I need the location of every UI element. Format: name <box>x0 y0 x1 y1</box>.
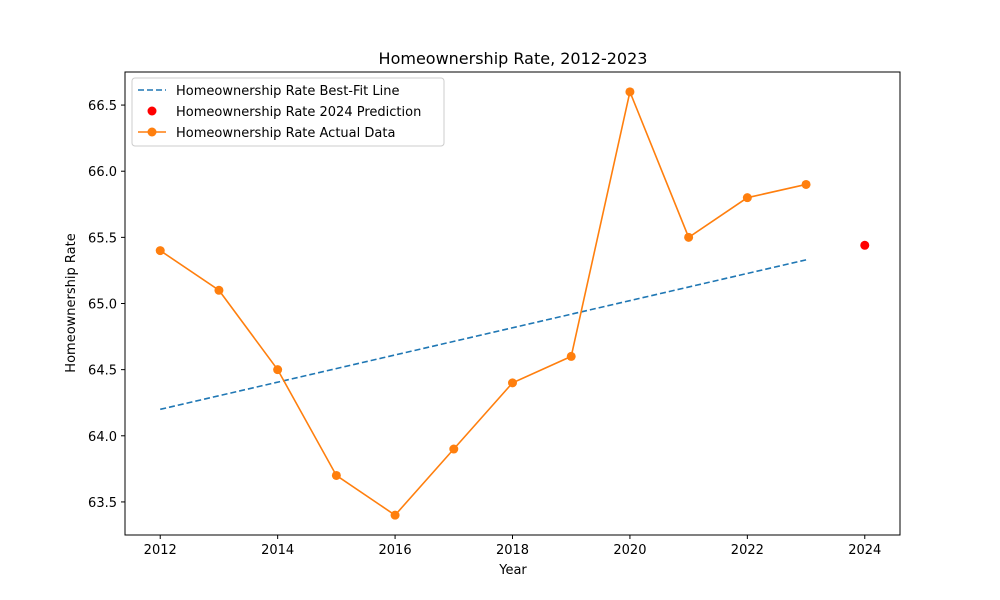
x-tick-label: 2018 <box>496 543 529 558</box>
actual-data-point <box>508 378 517 388</box>
legend-label: Homeownership Rate Actual Data <box>176 126 395 141</box>
chart-title: Homeownership Rate, 2012-2023 <box>379 49 648 68</box>
y-tick-label: 64.5 <box>88 364 117 379</box>
actual-data-point <box>331 470 341 480</box>
actual-data-line <box>159 89 807 517</box>
legend-swatch-actual-marker <box>147 127 157 137</box>
plot-area <box>155 87 870 520</box>
legend-box <box>131 77 445 147</box>
actual-data-point <box>214 285 224 295</box>
prediction-point <box>860 240 870 250</box>
legend-swatch-prediction <box>147 106 157 116</box>
x-axis-label: Year <box>498 563 527 578</box>
y-tick-label: 66.5 <box>88 99 117 114</box>
actual-data-point <box>449 444 459 454</box>
legend: Homeownership Rate Best-Fit Line Homeowne… <box>131 77 445 147</box>
y-tick-label: 66.0 <box>88 165 117 180</box>
x-tick-label: 2014 <box>261 543 294 558</box>
x-axis: 2012 2014 2016 2018 2020 2022 2024 <box>144 535 881 558</box>
x-tick-label: 2016 <box>379 543 412 558</box>
plot-frame <box>124 71 901 536</box>
best-fit-line <box>160 259 807 411</box>
legend-label: Homeownership Rate 2024 Prediction <box>176 105 421 120</box>
actual-data-point <box>566 351 576 361</box>
actual-data-point <box>155 246 165 256</box>
y-tick-label: 64.0 <box>88 430 117 445</box>
actual-data-point <box>273 365 283 375</box>
legend-label: Homeownership Rate Best-Fit Line <box>176 84 399 99</box>
x-tick-label: 2020 <box>613 543 646 558</box>
x-tick-label: 2022 <box>731 543 764 558</box>
x-tick-label: 2012 <box>144 543 177 558</box>
y-tick-label: 65.5 <box>88 231 117 246</box>
y-tick-label: 65.0 <box>88 298 117 313</box>
x-tick-label: 2024 <box>848 543 881 558</box>
actual-data-point <box>390 510 400 520</box>
actual-data-point <box>684 232 694 242</box>
y-axis-label: Homeownership Rate <box>64 233 79 372</box>
y-tick-label: 63.5 <box>88 496 117 511</box>
actual-data-point <box>742 193 752 203</box>
actual-data-point <box>625 87 635 97</box>
actual-data-point <box>801 179 811 189</box>
y-axis: 63.5 64.0 64.5 65.0 65.5 66.0 66.5 <box>88 99 125 511</box>
